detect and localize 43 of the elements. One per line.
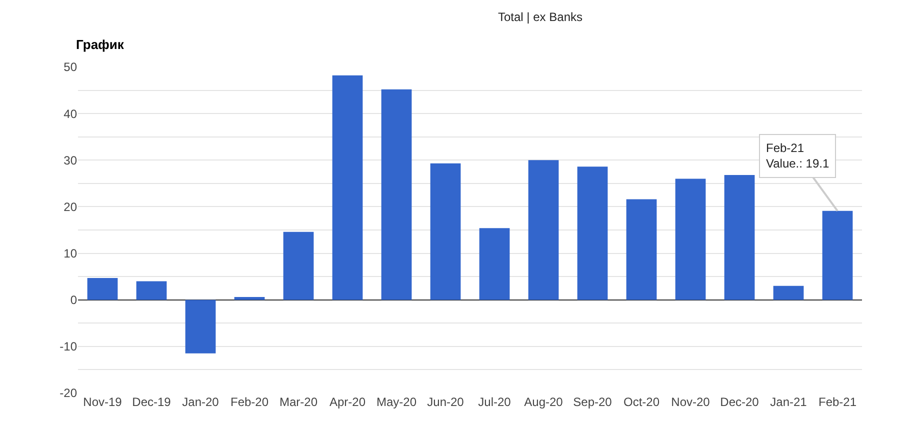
bar (87, 278, 118, 300)
x-tick-label: Feb-21 (818, 395, 857, 409)
x-tick-label: Apr-20 (329, 395, 366, 409)
bar (185, 300, 216, 354)
bar (675, 178, 706, 300)
x-tick-label: May-20 (376, 395, 417, 409)
bar (577, 166, 608, 300)
x-tick-label: Sep-20 (573, 395, 612, 409)
x-tick-label: Oct-20 (623, 395, 660, 409)
bar (136, 281, 167, 300)
y-tick-label: 10 (64, 246, 78, 260)
y-tick-label: 20 (64, 200, 78, 214)
x-tick-label: Dec-19 (132, 395, 172, 409)
y-tick-label: 40 (64, 106, 78, 121)
x-tick-label: Jul-20 (478, 395, 512, 409)
x-tick-label: Mar-20 (279, 395, 318, 409)
chart-title: График (76, 37, 124, 52)
bar (430, 163, 461, 300)
bar (724, 175, 755, 300)
bar (234, 297, 265, 300)
x-tick-label: Aug-20 (524, 395, 564, 409)
x-tick-label: Nov-19 (83, 395, 122, 409)
bar (332, 75, 363, 300)
y-tick-label: -10 (60, 340, 78, 354)
x-tick-label: Nov-20 (671, 395, 710, 409)
bar (381, 89, 412, 300)
text: Total | ex Banks (498, 10, 582, 24)
x-tick-label: Jan-21 (770, 395, 808, 409)
bar (626, 199, 657, 300)
x-tick-label: Jun-20 (427, 395, 464, 409)
bar (283, 232, 314, 300)
annotation: Feb-21 Value.: 19.1 (766, 141, 830, 171)
x-tick-label: Feb-20 (230, 395, 269, 409)
x-tick-label: Dec-20 (720, 395, 760, 409)
x-tick-label: Jan-20 (182, 395, 220, 409)
y-tick-label: 30 (64, 153, 78, 168)
y-tick-label: 0 (70, 293, 78, 308)
y-tick-label: 50 (64, 60, 78, 74)
bar (479, 228, 510, 300)
bar (773, 286, 804, 300)
y-tick-label: -20 (60, 386, 78, 400)
bar (822, 210, 853, 300)
bar (528, 160, 559, 300)
